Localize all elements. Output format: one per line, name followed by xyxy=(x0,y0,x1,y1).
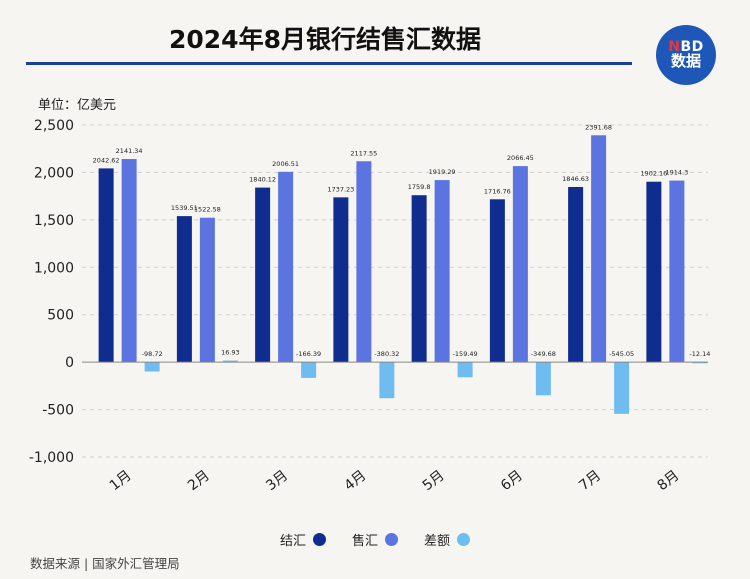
y-tick-label: 500 xyxy=(47,308,74,324)
x-tick-label: 3月 xyxy=(263,467,291,494)
legend-label: 售汇 xyxy=(351,534,378,549)
logo-text-bottom: 数据 xyxy=(670,52,701,71)
x-tick-label: 5月 xyxy=(420,467,448,494)
bar xyxy=(144,362,160,372)
data-label: 2141.34 xyxy=(116,147,143,155)
bar xyxy=(278,171,294,363)
x-tick-label: 8月 xyxy=(654,467,682,494)
bar xyxy=(568,186,584,363)
unit-label: 单位：亿美元 xyxy=(38,98,117,113)
bar xyxy=(535,362,551,396)
data-label: 2117.55 xyxy=(350,149,377,157)
legend-swatch xyxy=(385,533,398,546)
bar xyxy=(434,180,450,363)
legend-swatch xyxy=(457,533,471,546)
bar xyxy=(255,187,271,363)
data-label: 1716.76 xyxy=(484,187,511,195)
y-tick-label: 0 xyxy=(65,355,74,371)
x-tick-label: 6月 xyxy=(498,467,526,494)
data-label: 2006.51 xyxy=(272,160,299,168)
source-note: 数据来源 | 国家外汇管理局 xyxy=(30,556,180,571)
bar xyxy=(176,216,192,363)
title-underline xyxy=(26,62,632,65)
x-tick-label: 1月 xyxy=(107,467,135,494)
legend-swatch xyxy=(312,533,326,546)
x-tick-label: 4月 xyxy=(341,467,369,494)
data-label: 1846.63 xyxy=(562,175,589,183)
data-label: 1737.23 xyxy=(327,185,354,193)
data-label: 1522.58 xyxy=(194,206,221,214)
logo-text-top: NBD xyxy=(668,38,704,55)
bar xyxy=(489,199,505,363)
legend-item: 售汇 xyxy=(352,530,398,549)
y-tick-label: 2,000 xyxy=(34,165,74,181)
legend-label: 差额 xyxy=(424,534,451,549)
y-tick-label: 1,500 xyxy=(34,213,74,229)
data-label: 16.93 xyxy=(221,349,240,357)
bar xyxy=(333,197,349,363)
bar xyxy=(457,362,473,378)
data-label: 1759.8 xyxy=(408,183,431,191)
y-tick-label: -500 xyxy=(42,403,74,419)
y-tick-label: -1,000 xyxy=(29,450,74,466)
data-label: -545.05 xyxy=(609,350,634,358)
bar xyxy=(356,161,372,363)
data-label: 1914.3 xyxy=(666,169,689,177)
data-label: 2042.62 xyxy=(93,156,120,164)
data-label: 1840.12 xyxy=(249,176,276,184)
bar xyxy=(669,180,685,363)
bar xyxy=(591,135,607,363)
data-label: 1919.29 xyxy=(429,168,456,176)
chart-title: 2024年8月银行结售汇数据 xyxy=(169,25,481,54)
bar xyxy=(121,159,137,363)
x-tick-label: 2月 xyxy=(185,467,213,494)
bar xyxy=(199,217,215,363)
bar xyxy=(512,166,528,363)
data-label: -349.68 xyxy=(531,350,556,358)
bar xyxy=(98,168,114,363)
bar xyxy=(222,360,238,363)
bar xyxy=(692,362,708,364)
data-label: 1539.51 xyxy=(171,204,198,212)
y-tick-label: 1,000 xyxy=(34,260,74,276)
y-tick-label: 2,500 xyxy=(34,118,74,134)
nbd-logo: NBD 数据 xyxy=(656,25,716,85)
data-label: -380.32 xyxy=(374,350,399,358)
legend-item: 结汇 xyxy=(280,530,326,549)
bar xyxy=(411,195,427,363)
data-label: -159.49 xyxy=(453,350,478,358)
data-label: 2066.45 xyxy=(507,154,534,162)
data-label: 2391.68 xyxy=(585,123,612,131)
legend-label: 结汇 xyxy=(279,534,306,549)
bar xyxy=(646,181,662,363)
bar xyxy=(379,362,395,399)
bar xyxy=(301,362,317,378)
legend-item: 差额 xyxy=(424,530,471,549)
bar xyxy=(614,362,630,414)
legend: 结汇 售汇 差额 xyxy=(0,530,750,549)
data-label: -12.14 xyxy=(689,350,710,358)
data-label: -98.72 xyxy=(142,350,163,358)
x-tick-label: 7月 xyxy=(576,467,604,494)
data-label: 1902.16 xyxy=(640,170,667,178)
data-label: -166.39 xyxy=(296,350,321,358)
